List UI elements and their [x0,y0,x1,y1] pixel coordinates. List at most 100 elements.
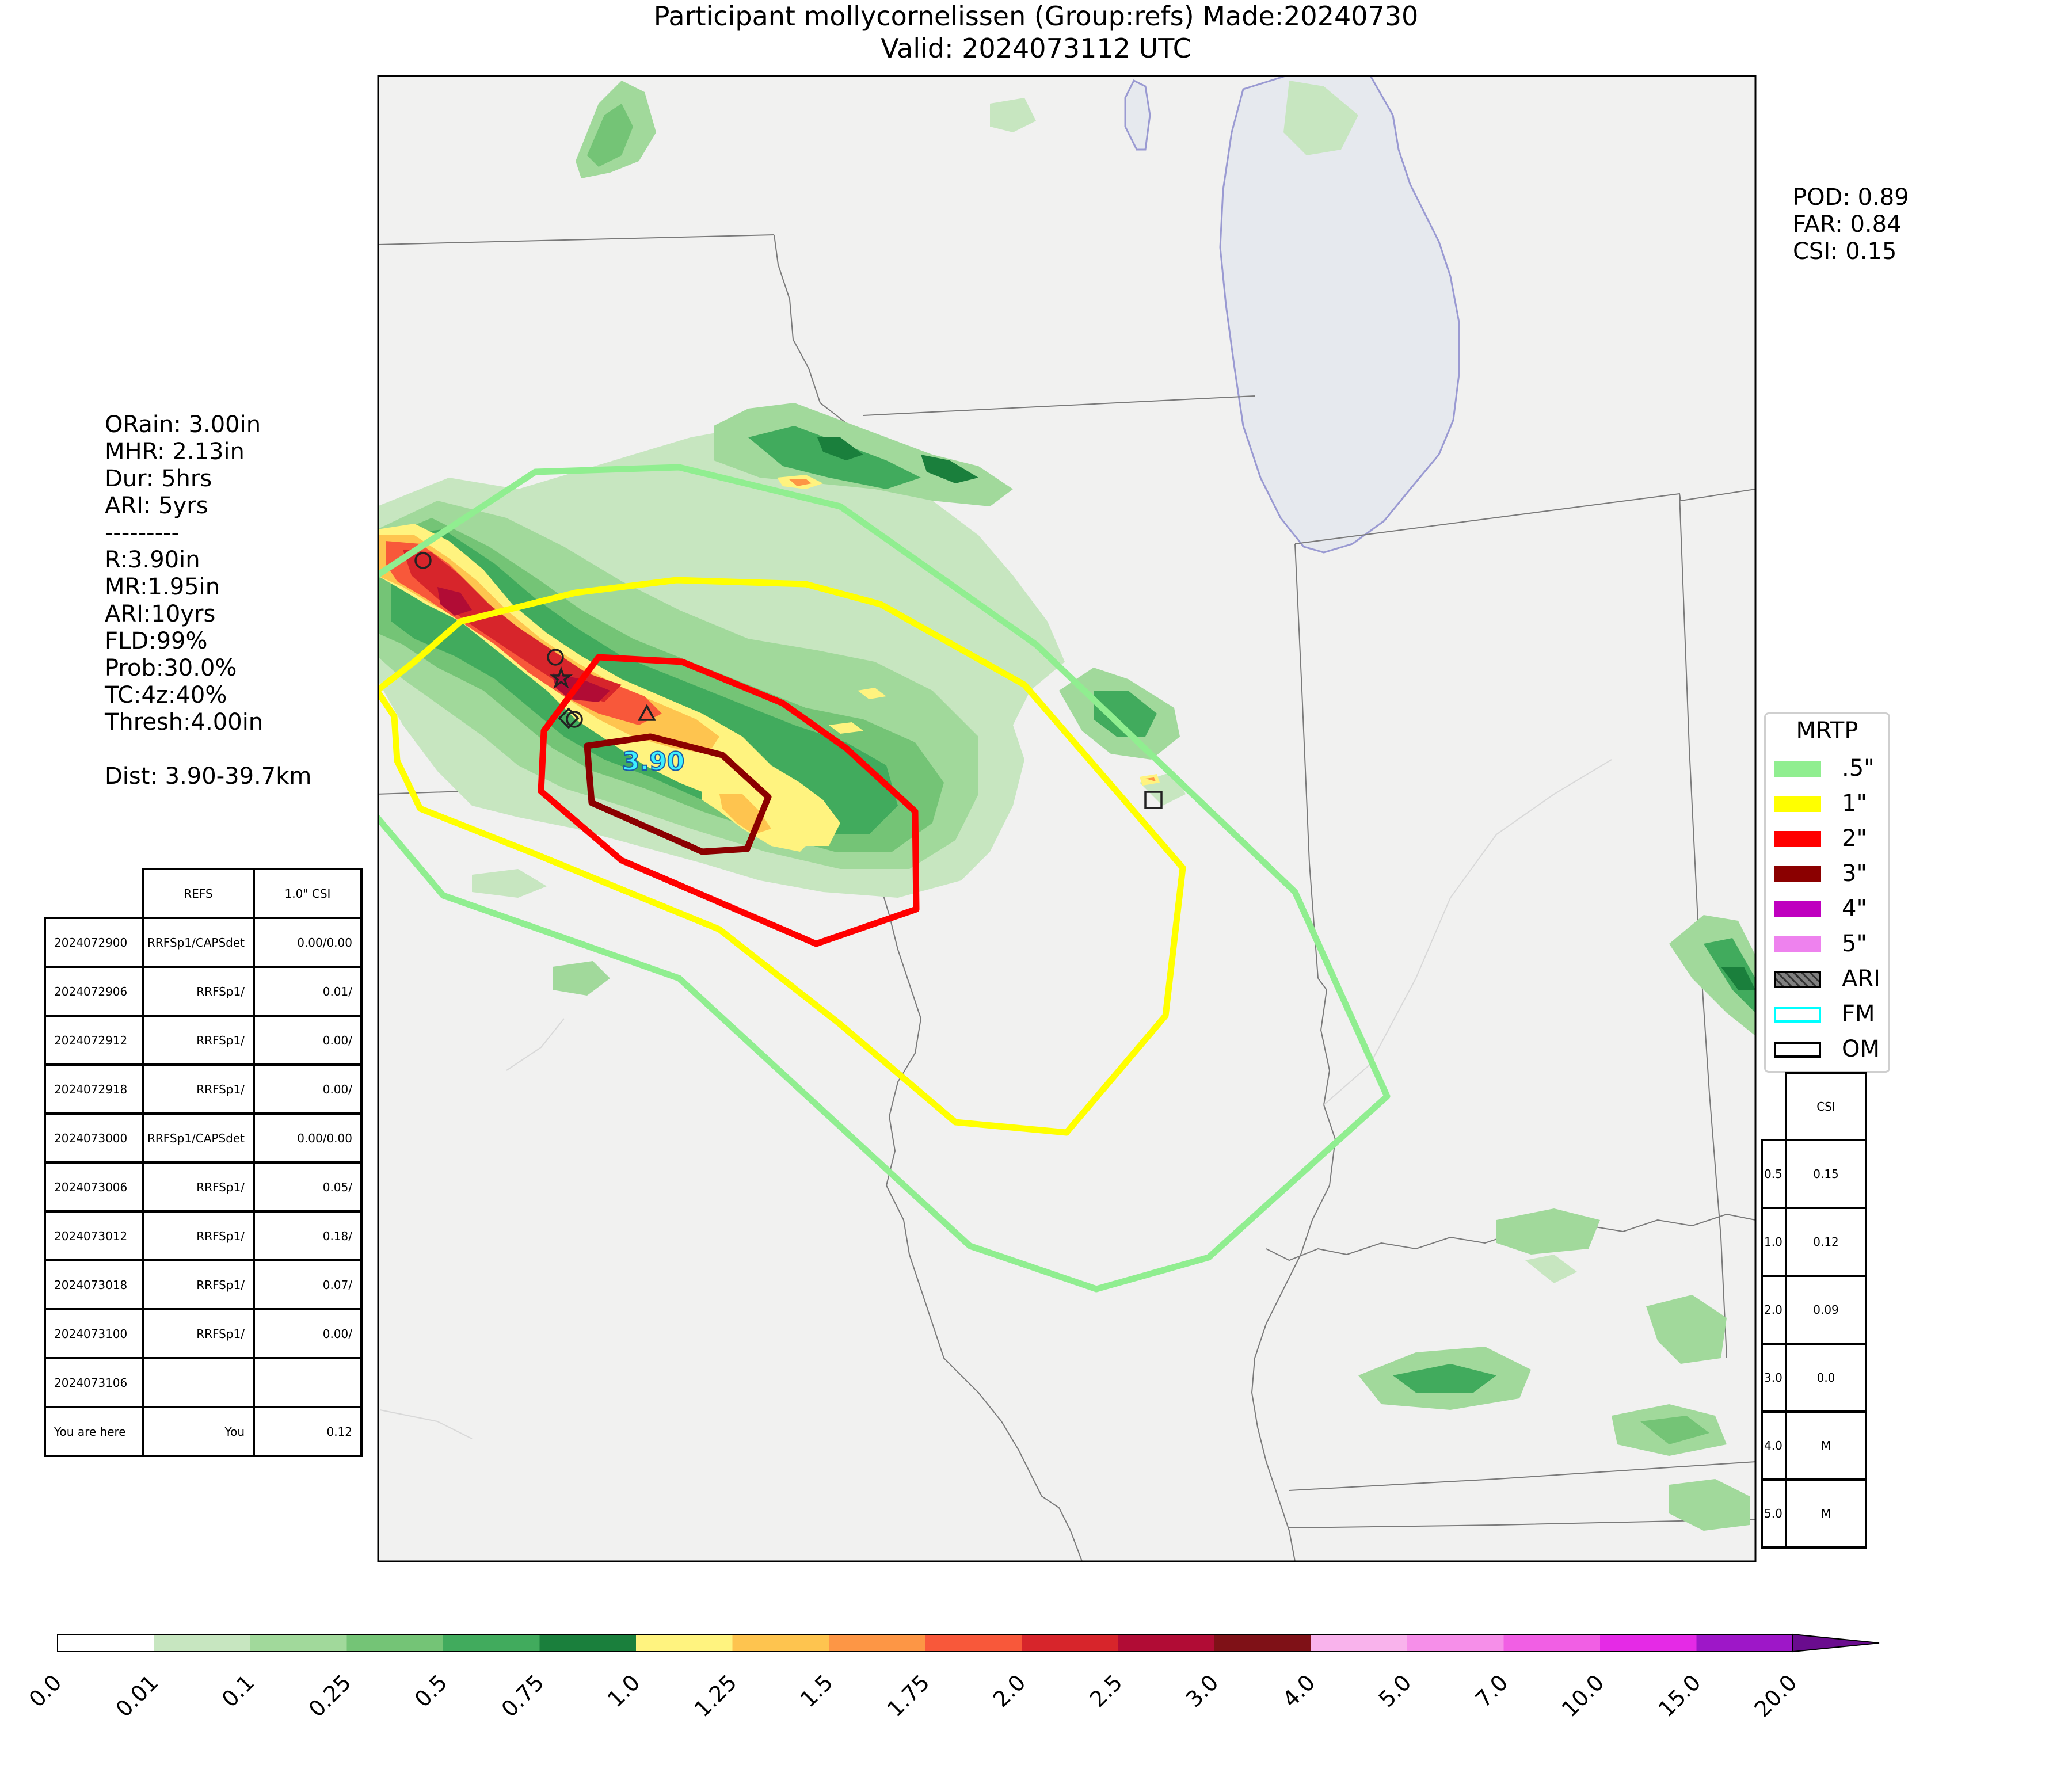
info-line: ORain: 3.00in [105,411,311,439]
colorbar-tick-label: 0.01 [64,1669,163,1769]
colorbar-tick-label: 0.1 [160,1669,260,1769]
legend-swatch [1774,831,1821,847]
run-model: RRFSp1/ [143,1260,254,1309]
colorbar-segment [1311,1634,1408,1652]
threshold: 3.0 [1762,1344,1786,1412]
colorbar-tick-label: 1.5 [738,1669,838,1769]
colorbar-tick-label: 0.5 [353,1669,452,1769]
run-model: RRFSp1/ [143,1016,254,1065]
csi-value: 0.15 [1786,1140,1866,1208]
run-csi: 0.05/ [254,1162,361,1211]
precip-colorbar [52,1629,1894,1657]
table-row: 2.0 0.09 [1762,1276,1866,1344]
table-row: 2024072912 RRFSp1/0.00/ [45,1016,361,1065]
run-model: RRFSp1/CAPSdet [143,1114,254,1162]
info-line: Dur: 5hrs [105,466,311,493]
run-time: 2024072918 [45,1065,143,1114]
run-model: RRFSp1/ [143,1309,254,1358]
table-row: 2024072900 RRFSp1/CAPSdet 0.00/0.00 [45,918,361,967]
colorbar-tick-label: 3.0 [1124,1669,1224,1769]
colorbar-segment [540,1634,637,1652]
threshold: 5.0 [1762,1480,1786,1547]
threshold: 2.0 [1762,1276,1786,1344]
threshold-csi-table: CSI 0.5 0.15 1.0 0.12 2.0 0.09 3.0 0.0 4.0 M … [1761,1072,1867,1549]
legend-swatch [1774,901,1821,917]
colorbar-segment [1600,1634,1697,1652]
run-csi: 0.00/ [254,1309,361,1358]
run-csi [254,1358,361,1407]
run-time: 2024072906 [45,967,143,1016]
table-row: 2024073106 [45,1358,361,1407]
csi-value: M [1786,1480,1866,1547]
csi-value: 0.09 [1786,1276,1866,1344]
csi-header: CSI [1786,1073,1866,1140]
colorbar-tick-label: 7.0 [1414,1669,1513,1769]
run-time: 2024072912 [45,1016,143,1065]
table-row: 0.5 0.15 [1762,1140,1866,1208]
colorbar-segment [1504,1634,1601,1652]
table-row: 2024073000 RRFSp1/CAPSdet 0.00/0.00 [45,1114,361,1162]
info-line: MHR: 2.13in [105,439,311,466]
run-model: RRFSp1/ [143,967,254,1016]
run-time: 2024073100 [45,1309,143,1358]
run-csi: 0.00/0.00 [254,1114,361,1162]
legend-item: .5" [1774,754,1883,783]
colorbar-segment [347,1634,444,1652]
legend-label: 1" [1842,789,1867,818]
forecast-info-panel: ORain: 3.00in MHR: 2.13in Dur: 5hrs ARI:… [105,411,311,790]
table-row: 1.0 0.12 [1762,1208,1866,1276]
legend-label: 2" [1842,824,1867,853]
run-model: You [143,1407,254,1456]
info-line: --------- [105,520,311,547]
colorbar-tick-label: 1.0 [546,1669,645,1769]
legend-label: .5" [1842,754,1875,783]
csi-score: CSI: 0.15 [1793,238,1909,265]
legend-item: 1" [1774,789,1883,818]
legend-item: OM [1774,1035,1883,1063]
score-panel: POD: 0.89 FAR: 0.84 CSI: 0.15 [1793,184,1909,265]
info-line: Prob:30.0% [105,655,311,682]
map-title: Participant mollycornelissen (Group:refs… [0,0,2072,64]
table-row: 4.0 M [1762,1412,1866,1480]
csi-value: 0.12 [1786,1208,1866,1276]
table-corner [45,869,143,918]
threshold: 4.0 [1762,1412,1786,1480]
colorbar-tick-label: 5.0 [1317,1669,1416,1769]
info-line: Dist: 3.90-39.7km [105,763,311,790]
colorbar-tick-label: 1.75 [835,1669,935,1769]
colorbar-extend-arrow [1793,1634,1879,1652]
colorbar-tick-label: 1.25 [642,1669,742,1769]
csi-value: 0.0 [1786,1344,1866,1412]
run-csi: 0.00/ [254,1065,361,1114]
title-line-2: Valid: 2024073112 UTC [0,32,2072,64]
colorbar-segment [1022,1634,1118,1652]
table-row: 5.0 M [1762,1480,1866,1547]
precipitation-map: 3.90 [377,75,1757,1562]
run-model: RRFSp1/ [143,1065,254,1114]
colorbar-tick-label: 2.0 [931,1669,1031,1769]
run-csi: 0.07/ [254,1260,361,1309]
legend-label: 5" [1842,929,1867,958]
legend-swatch [1774,936,1821,952]
colorbar-segment [733,1634,829,1652]
mrtp-legend: MRTP .5" 1" 2" 3" 4" 5" ARI FM OM [1764,712,1890,1073]
legend-item: ARI [1774,964,1883,993]
table-row: 2024072906 RRFSp1/0.01/ [45,967,361,1016]
run-csi: 0.18/ [254,1211,361,1260]
legend-swatch [1774,1006,1821,1023]
info-line: ARI:10yrs [105,601,311,628]
legend-label: ARI [1842,964,1880,993]
colorbar-segment [829,1634,925,1652]
info-line: ARI: 5yrs [105,493,311,520]
table-row: 2024073100 RRFSp1/0.00/ [45,1309,361,1358]
colorbar-segment [925,1634,1022,1652]
table-corner [1762,1073,1786,1140]
run-time: You are here [45,1407,143,1456]
table-row: 2024072918 RRFSp1/0.00/ [45,1065,361,1114]
legend-label: FM [1842,1000,1875,1028]
info-line [105,736,311,763]
table-header-refs: REFS [143,869,254,918]
run-time: 2024073006 [45,1162,143,1211]
colorbar-tick-label: 0.25 [257,1669,356,1769]
info-line: FLD:99% [105,628,311,655]
